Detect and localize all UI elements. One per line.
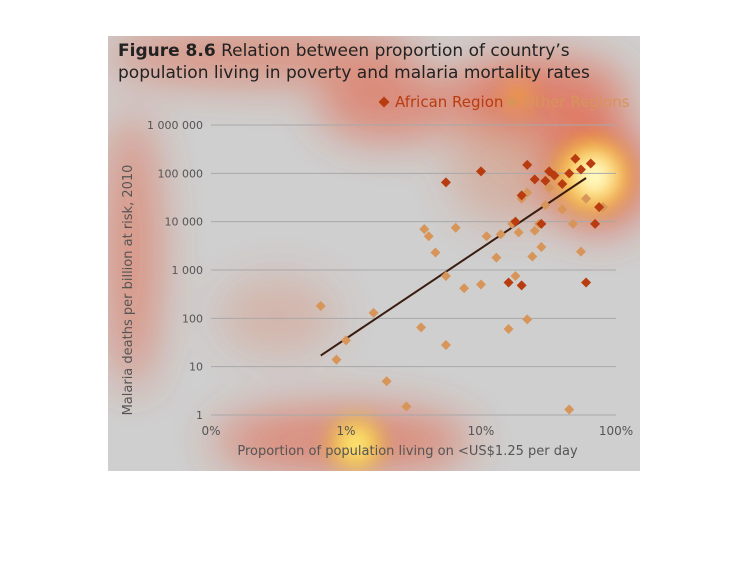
other-regions-point: [459, 283, 470, 294]
x-tick-label: 10%: [468, 424, 495, 438]
other-regions-point: [450, 222, 461, 233]
african-region-point: [549, 170, 560, 181]
other-regions-point: [401, 401, 412, 412]
x-tick-label: 1%: [336, 424, 355, 438]
other-regions-point: [331, 354, 342, 365]
x-axis-label: Proportion of population living on <US$1…: [237, 444, 578, 459]
y-tick-label: 1: [196, 409, 203, 422]
figure-title: Figure 8.6 Relation between proportion o…: [118, 40, 630, 84]
african-region-point: [516, 280, 527, 291]
african-region-point: [570, 153, 581, 164]
other-regions-point: [567, 218, 578, 229]
y-tick-label: 10: [189, 361, 203, 374]
other-regions-point: [575, 246, 586, 257]
african-region-point: [510, 216, 521, 227]
other-regions-point: [416, 322, 427, 333]
legend-label: Other Regions: [523, 93, 630, 111]
y-tick-label: 100 000: [158, 167, 204, 180]
y-tick-label: 100: [182, 312, 203, 325]
other-regions-point: [481, 231, 492, 242]
y-tick-label: 1 000: [172, 264, 204, 277]
y-tick-label: 10 000: [165, 216, 204, 229]
other-regions-point: [419, 224, 430, 235]
other-regions-point: [341, 335, 351, 346]
other-regions-point: [495, 229, 506, 240]
other-regions-point: [381, 376, 392, 387]
y-axis-label: Malaria deaths per billion at risk, 2010: [121, 165, 136, 416]
african-region-point: [594, 202, 605, 213]
other-regions-point: [510, 271, 521, 282]
african-region-point: [540, 175, 551, 186]
figure-label: Figure 8.6: [118, 41, 216, 61]
african-region-point: [516, 190, 527, 201]
african-region-point: [585, 158, 596, 169]
other-regions-point: [440, 340, 451, 351]
legend-label: African Region: [395, 93, 503, 111]
african-region-point: [536, 218, 547, 229]
other-regions-point: [557, 204, 568, 215]
other-regions-point: [529, 225, 540, 236]
african-region-point: [590, 218, 601, 229]
african-region-point: [476, 166, 486, 177]
other-regions-point: [544, 182, 555, 193]
legend-marker: [506, 96, 518, 108]
african-region-point: [522, 159, 533, 170]
figure-title-text: Relation between proportion of country’s…: [118, 41, 590, 83]
african-region-point: [575, 164, 586, 175]
x-tick-label: 100%: [599, 424, 633, 438]
legend-marker: [378, 96, 390, 108]
other-regions-point: [527, 251, 538, 262]
chart-figure: 1 10 100 1 000 10 000 100 000 1 000 000 0% 1% 10%…: [108, 36, 640, 471]
other-regions-point: [491, 252, 502, 263]
african-region-point: [503, 277, 514, 288]
other-regions-point: [423, 231, 434, 242]
other-regions-point: [581, 193, 592, 204]
african-region-point: [581, 277, 592, 288]
other-regions-point: [513, 227, 524, 238]
other-regions-point: [536, 241, 547, 252]
y-tick-label: 1 000 000: [147, 119, 203, 132]
other-regions-point: [368, 307, 379, 318]
other-regions-point: [564, 404, 575, 415]
other-regions-point: [476, 279, 486, 290]
african-region-point: [557, 179, 568, 190]
other-regions-point: [430, 247, 441, 258]
scatter-plot: 1 10 100 1 000 10 000 100 000 1 000 000 0% 1% 10%…: [121, 93, 633, 459]
trend-line: [320, 177, 587, 357]
other-regions-point: [522, 314, 533, 325]
other-regions-point: [540, 200, 551, 211]
other-regions-point: [315, 300, 326, 311]
african-region-point: [440, 177, 451, 188]
other-regions-point: [503, 324, 514, 335]
other-regions-point: [440, 271, 451, 282]
x-tick-label: 0%: [201, 424, 220, 438]
african-region-point: [564, 168, 575, 179]
african-region-point: [529, 174, 540, 185]
